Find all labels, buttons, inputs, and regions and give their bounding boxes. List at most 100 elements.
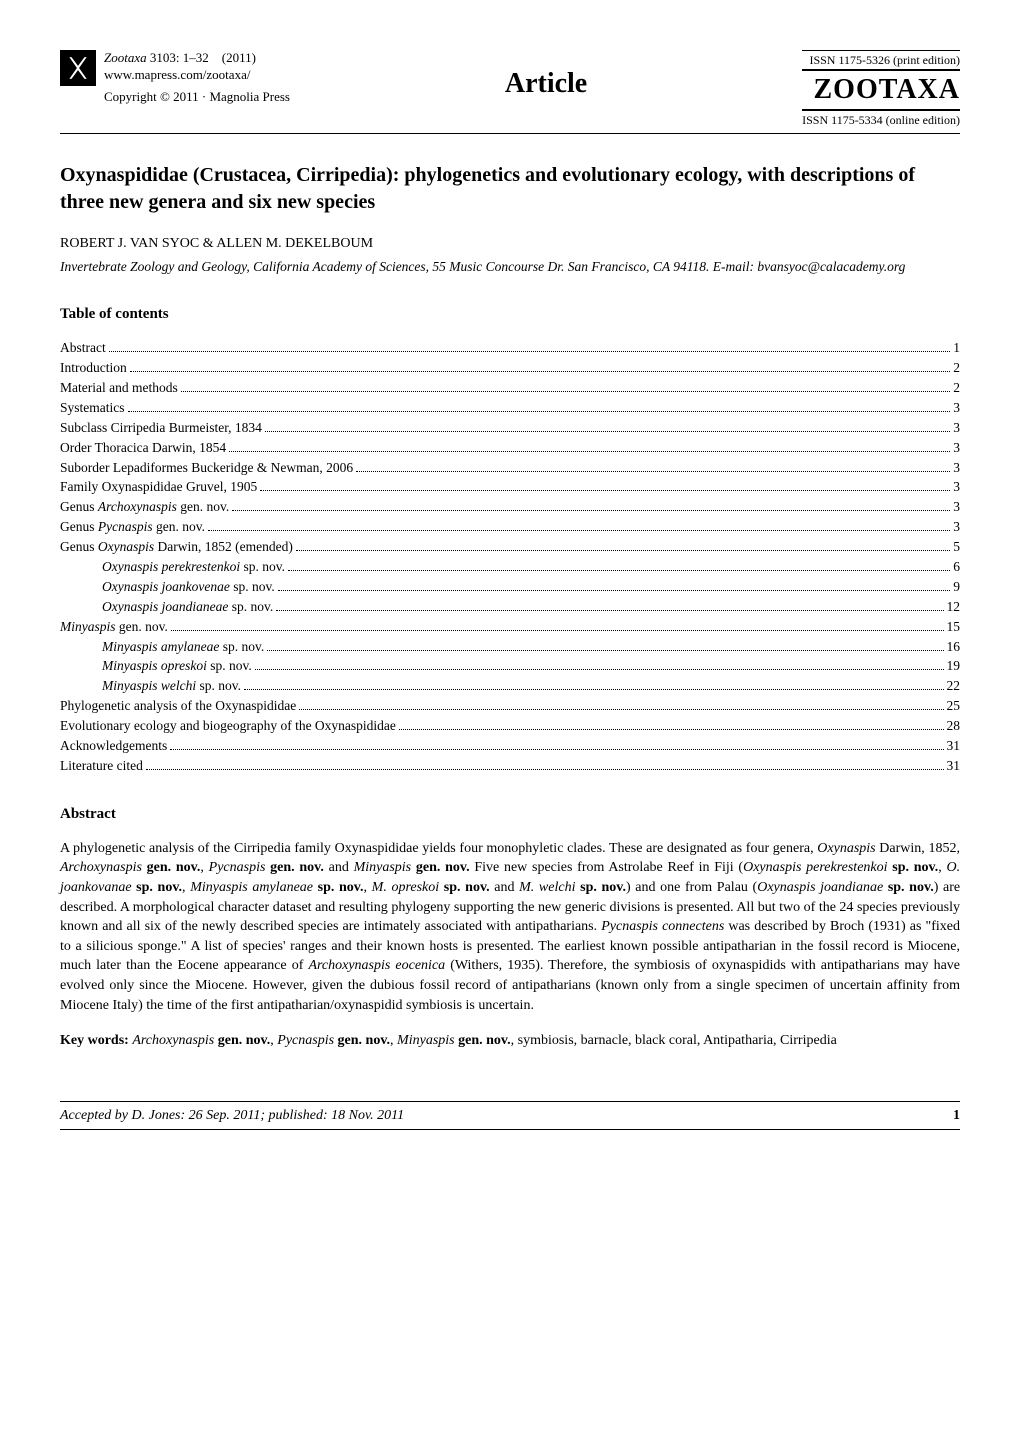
toc-leader-dots [229,451,950,452]
toc-row: Evolutionary ecology and biogeography of… [60,717,960,736]
toc-page: 2 [953,379,960,398]
header-rule [60,133,960,134]
toc-leader-dots [128,411,951,412]
toc-label: Suborder Lepadiformes Buckeridge & Newma… [60,459,353,478]
journal-issue: 3103: 1–32 [150,50,209,65]
toc-page: 12 [947,598,961,617]
toc-page: 22 [947,677,961,696]
toc-label: Oxynaspis perekrestenkoi sp. nov. [60,558,285,577]
toc-row: Material and methods 2 [60,379,960,398]
header-right: ISSN 1175-5326 (print edition) ZOOTAXA I… [802,50,960,127]
toc-leader-dots [171,630,944,631]
toc-row: Minyaspis amylaneae sp. nov. 16 [60,638,960,657]
journal-meta: Zootaxa 3103: 1–32 (2011) www.mapress.co… [104,50,290,106]
accepted-line: Accepted by D. Jones: 26 Sep. 2011; publ… [60,1106,404,1126]
toc-heading: Table of contents [60,304,960,325]
toc-leader-dots [181,391,951,392]
toc-row: Genus Oxynaspis Darwin, 1852 (emended) 5 [60,538,960,557]
toc-label: Phylogenetic analysis of the Oxynaspidid… [60,697,296,716]
toc-leader-dots [288,570,950,571]
page-number: 1 [953,1106,960,1126]
toc-leader-dots [130,371,951,372]
toc-leader-dots [208,530,950,531]
toc-label: Genus Pycnaspis gen. nov. [60,518,205,537]
toc-row: Genus Archoxynaspis gen. nov. 3 [60,498,960,517]
toc-row: Oxynaspis joandianeae sp. nov. 12 [60,598,960,617]
toc-row: Systematics 3 [60,399,960,418]
toc-row: Subclass Cirripedia Burmeister, 18343 [60,419,960,438]
toc-label: Literature cited [60,757,143,776]
toc-row: Phylogenetic analysis of the Oxynaspidid… [60,697,960,716]
toc-page: 3 [953,439,960,458]
header-left: Zootaxa 3103: 1–32 (2011) www.mapress.co… [60,50,290,106]
toc-page: 3 [953,478,960,497]
toc-row: Order Thoracica Darwin, 1854 3 [60,439,960,458]
toc-row: Minyaspis welchi sp. nov.22 [60,677,960,696]
article-title: Oxynaspididae (Crustacea, Cirripedia): p… [60,162,960,216]
toc-page: 16 [947,638,961,657]
toc-leader-dots [276,610,943,611]
toc-label: Family Oxynaspididae Gruvel, 1905 [60,478,257,497]
journal-header: Zootaxa 3103: 1–32 (2011) www.mapress.co… [60,50,960,127]
toc-row: Oxynaspis joankovenae sp. nov. 9 [60,578,960,597]
toc-leader-dots [267,650,943,651]
journal-logo-icon [60,50,96,86]
table-of-contents: Abstract 1Introduction2Material and metho… [60,339,960,776]
toc-page: 25 [947,697,961,716]
toc-page: 28 [947,717,961,736]
toc-label: Subclass Cirripedia Burmeister, 1834 [60,419,262,438]
toc-label: Abstract [60,339,106,358]
toc-leader-dots [232,510,950,511]
toc-page: 31 [947,757,961,776]
toc-row: Literature cited 31 [60,757,960,776]
toc-page: 1 [953,339,960,358]
toc-page: 9 [953,578,960,597]
toc-label: Order Thoracica Darwin, 1854 [60,439,226,458]
toc-label: Oxynaspis joandianeae sp. nov. [60,598,273,617]
toc-leader-dots [278,590,951,591]
toc-page: 15 [947,618,961,637]
toc-page: 2 [953,359,960,378]
toc-page: 31 [947,737,961,756]
toc-leader-dots [109,351,951,352]
journal-issue-line: Zootaxa 3103: 1–32 (2011) [104,50,290,67]
toc-label: Minyaspis amylaneae sp. nov. [60,638,264,657]
toc-leader-dots [399,729,944,730]
toc-leader-dots [299,709,943,710]
toc-row: Introduction2 [60,359,960,378]
journal-url: www.mapress.com/zootaxa/ [104,67,290,84]
zootaxa-logo: ZOOTAXA [802,69,960,111]
toc-page: 5 [953,538,960,557]
article-label: Article [290,50,802,103]
toc-page: 3 [953,518,960,537]
toc-leader-dots [170,749,943,750]
keywords: Key words: Archoxynaspis gen. nov., Pycn… [60,1031,960,1051]
toc-label: Material and methods [60,379,178,398]
toc-leader-dots [265,431,950,432]
toc-label: Genus Oxynaspis Darwin, 1852 (emended) [60,538,293,557]
issn-print: ISSN 1175-5326 (print edition) [802,50,960,67]
toc-label: Systematics [60,399,125,418]
toc-label: Minyaspis gen. nov. [60,618,168,637]
toc-row: Family Oxynaspididae Gruvel, 1905 3 [60,478,960,497]
journal-name: Zootaxa [104,50,147,65]
toc-page: 3 [953,498,960,517]
toc-page: 6 [953,558,960,577]
journal-year: (2011) [222,50,256,65]
toc-label: Evolutionary ecology and biogeography of… [60,717,396,736]
toc-row: Genus Pycnaspis gen. nov. 3 [60,518,960,537]
toc-row: Minyaspis gen. nov. 15 [60,618,960,637]
abstract-body: A phylogenetic analysis of the Cirripedi… [60,839,960,1015]
toc-row: Suborder Lepadiformes Buckeridge & Newma… [60,459,960,478]
toc-leader-dots [255,669,944,670]
toc-leader-dots [356,471,950,472]
toc-page: 3 [953,459,960,478]
copyright: Copyright © 2011 · Magnolia Press [104,88,290,106]
toc-label: Minyaspis opreskoi sp. nov. [60,657,252,676]
toc-page: 3 [953,399,960,418]
toc-leader-dots [146,769,944,770]
toc-label: Oxynaspis joankovenae sp. nov. [60,578,275,597]
authors: ROBERT J. VAN SYOC & ALLEN M. DEKELBOUM [60,234,960,254]
toc-row: Oxynaspis perekrestenkoi sp. nov. 6 [60,558,960,577]
toc-label: Genus Archoxynaspis gen. nov. [60,498,229,517]
